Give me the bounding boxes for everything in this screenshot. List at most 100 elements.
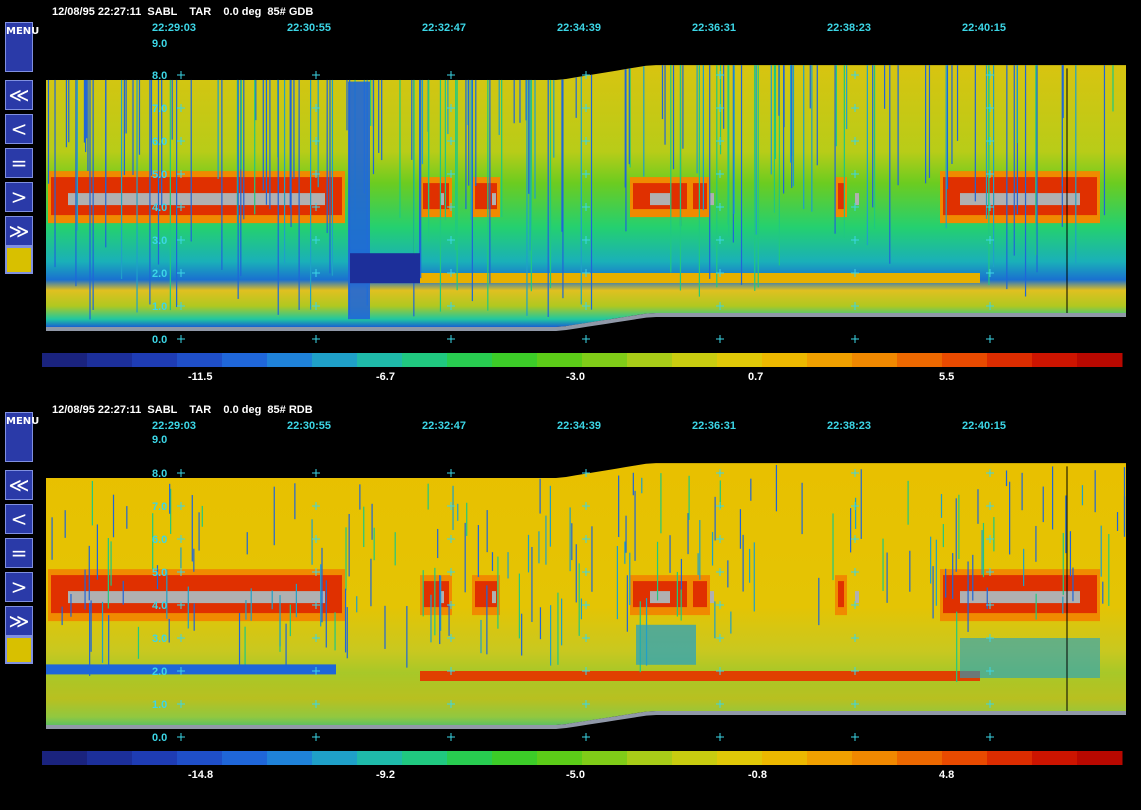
forward-fast-button[interactable]: ≫ xyxy=(5,606,33,636)
noise-streak xyxy=(470,79,472,220)
time-label: 22:30:55 xyxy=(287,22,332,34)
rewind-button[interactable]: < xyxy=(5,114,33,144)
menu-button[interactable]: MENU xyxy=(5,412,39,462)
color-swatch[interactable] xyxy=(5,636,33,664)
noise-streak xyxy=(112,494,115,538)
y-tick-label: 6.0 xyxy=(152,534,167,546)
noise-streak xyxy=(406,606,408,668)
noise-streak xyxy=(265,79,268,205)
noise-streak xyxy=(311,519,313,565)
noise-streak xyxy=(107,538,109,609)
noise-streak xyxy=(850,508,852,553)
noise-streak xyxy=(480,619,482,654)
noise-streak xyxy=(897,65,899,186)
noise-streak xyxy=(123,79,126,176)
noise-streak xyxy=(170,488,172,534)
noise-streak xyxy=(811,65,813,212)
colorbar-cell xyxy=(627,353,673,367)
time-label: 22:34:39 xyxy=(557,420,602,432)
noise-streak xyxy=(419,79,421,276)
noise-streak xyxy=(755,65,757,235)
forward-fast-button[interactable]: ≫ xyxy=(5,216,33,246)
noise-streak xyxy=(193,548,195,572)
noise-streak xyxy=(1051,466,1054,530)
noise-streak xyxy=(513,79,515,124)
noise-streak xyxy=(742,534,744,592)
noise-streak xyxy=(137,626,140,659)
forward-button[interactable]: > xyxy=(5,182,33,212)
noise-streak xyxy=(448,604,450,636)
noise-streak xyxy=(255,79,257,121)
noise-streak xyxy=(575,544,577,603)
noise-streak xyxy=(422,570,424,617)
noise-streak xyxy=(464,522,466,593)
noise-streak xyxy=(727,560,729,588)
noise-streak xyxy=(136,79,138,313)
color-swatch[interactable] xyxy=(5,246,33,274)
rewind-fast-button[interactable]: ≪ xyxy=(5,80,33,110)
noise-streak xyxy=(217,79,219,180)
noise-streak xyxy=(269,79,271,210)
time-label: 22:34:39 xyxy=(557,22,602,34)
pause-button[interactable]: = xyxy=(5,148,33,178)
noise-streak xyxy=(730,611,732,634)
noise-streak xyxy=(629,68,631,168)
noise-streak xyxy=(945,65,947,229)
colorbar-cell xyxy=(312,751,358,765)
cloud-core xyxy=(440,591,444,604)
noise-streak xyxy=(1094,470,1096,513)
rewind-button[interactable]: < xyxy=(5,504,33,534)
noise-streak xyxy=(818,577,820,626)
noise-streak xyxy=(538,531,540,564)
noise-streak xyxy=(317,79,319,188)
noise-streak xyxy=(427,483,429,510)
noise-streak xyxy=(1103,65,1106,216)
noise-streak xyxy=(193,603,195,631)
noise-streak xyxy=(854,497,857,529)
noise-streak xyxy=(525,79,527,121)
noise-streak xyxy=(539,478,541,514)
forward-button[interactable]: > xyxy=(5,572,33,602)
noise-streak xyxy=(161,79,163,207)
colorbar-cell xyxy=(807,353,853,367)
noise-streak xyxy=(293,79,295,179)
cloud-core xyxy=(855,193,859,206)
noise-streak xyxy=(719,65,722,155)
colorbar-cell xyxy=(402,751,448,765)
rewind-fast-button[interactable]: ≪ xyxy=(5,470,33,500)
noise-streak xyxy=(471,79,473,302)
noise-streak xyxy=(792,65,795,187)
noise-streak xyxy=(437,528,439,559)
noise-streak xyxy=(444,79,446,221)
noise-streak xyxy=(952,553,954,599)
menu-button[interactable]: MENU xyxy=(5,22,39,72)
noise-streak xyxy=(455,79,457,251)
y-tick-label: 7.0 xyxy=(152,501,167,513)
noise-streak xyxy=(550,605,552,666)
y-tick-label: 1.0 xyxy=(152,699,167,711)
noise-streak xyxy=(545,515,547,565)
noise-streak xyxy=(91,480,93,526)
colorbar-label: 0.7 xyxy=(748,371,764,383)
noise-streak xyxy=(641,477,643,494)
pause-button[interactable]: = xyxy=(5,538,33,568)
noise-streak xyxy=(75,79,77,287)
noise-streak xyxy=(616,546,619,620)
noise-streak xyxy=(553,79,555,158)
noise-streak xyxy=(590,74,593,310)
noise-streak xyxy=(528,79,530,194)
noise-streak xyxy=(321,547,323,623)
noise-streak xyxy=(285,623,287,672)
noise-streak xyxy=(487,79,489,311)
colorbar-cell xyxy=(87,353,133,367)
noise-streak xyxy=(1035,525,1037,562)
noise-streak xyxy=(90,600,92,652)
noise-streak xyxy=(125,79,127,134)
y-tick-label: 8.0 xyxy=(152,70,167,82)
noise-streak xyxy=(1005,470,1008,487)
noise-streak xyxy=(294,483,296,520)
noise-streak xyxy=(289,604,291,637)
noise-streak xyxy=(519,79,521,123)
noise-streak xyxy=(993,517,995,552)
noise-streak xyxy=(809,65,811,109)
